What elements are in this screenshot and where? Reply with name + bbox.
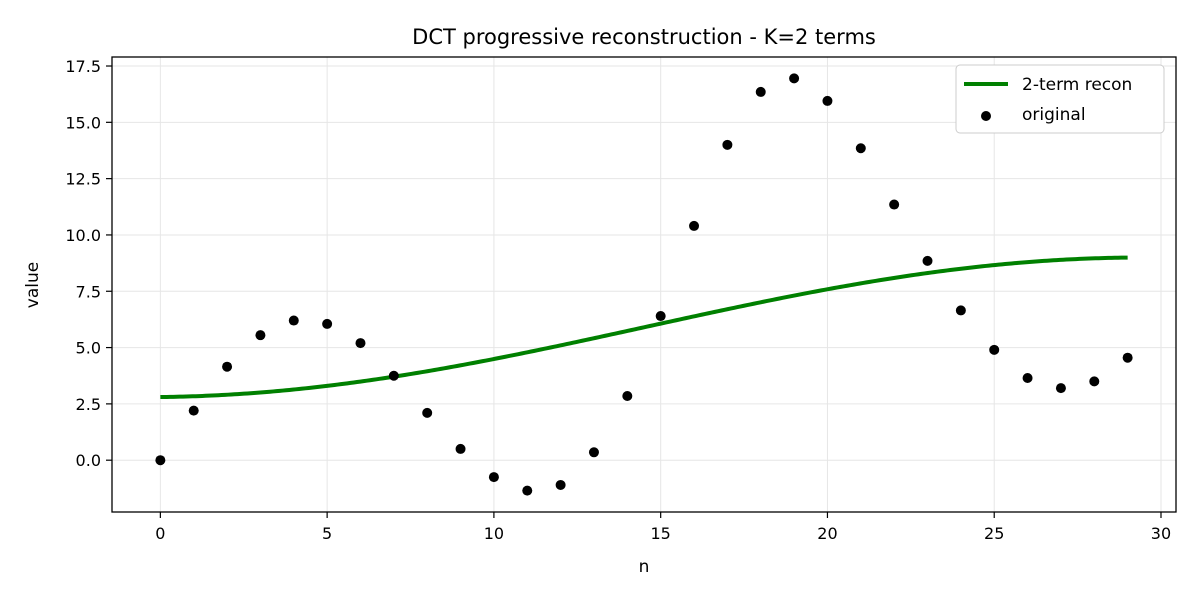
y-tick-label: 5.0 (76, 339, 101, 358)
original-point (789, 73, 800, 84)
original-point (222, 361, 233, 372)
legend-marker-swatch (981, 111, 991, 121)
recon-line (160, 255, 1128, 400)
x-axis-label: n (639, 557, 650, 577)
y-axis: 0.0 2.5 5.0 7.5 10.0 12.5 15.0 17.5 (65, 57, 112, 470)
x-tick-label: 10 (484, 524, 504, 543)
original-point (188, 405, 199, 416)
original-point (889, 199, 900, 210)
original-point (555, 479, 566, 490)
original-point (322, 318, 333, 329)
x-tick-label: 0 (155, 524, 165, 543)
original-point (255, 330, 266, 341)
original-point (155, 455, 166, 466)
y-axis-label: value (23, 262, 43, 308)
original-point (989, 344, 1000, 355)
legend: 2-term recon original (955, 64, 1165, 134)
legend-label-original: original (1022, 105, 1086, 125)
original-point (422, 407, 433, 418)
x-tick-label: 20 (817, 524, 837, 543)
original-point (1055, 383, 1066, 394)
plot-frame (111, 56, 1177, 513)
plot-series (155, 73, 1133, 496)
original-point (455, 443, 466, 454)
original-point (955, 305, 966, 316)
original-point (588, 447, 599, 458)
original-point (355, 338, 366, 349)
original-point (655, 311, 666, 322)
y-tick-label: 12.5 (65, 170, 101, 189)
original-point (855, 143, 866, 154)
original-point (1122, 352, 1133, 363)
original-point (722, 139, 733, 150)
original-point (922, 255, 933, 266)
original-point (622, 390, 633, 401)
x-tick-label: 15 (650, 524, 670, 543)
y-tick-label: 2.5 (76, 395, 101, 414)
x-tick-label: 25 (984, 524, 1004, 543)
original-point (689, 220, 700, 231)
y-tick-label: 15.0 (65, 113, 101, 132)
original-point (1089, 376, 1100, 387)
y-tick-label: 7.5 (76, 282, 101, 301)
x-tick-label: 30 (1151, 524, 1171, 543)
original-point (488, 472, 499, 483)
y-tick-label: 17.5 (65, 57, 101, 76)
x-tick-label: 5 (322, 524, 332, 543)
legend-label-recon: 2-term recon (1022, 75, 1132, 95)
y-tick-label: 10.0 (65, 226, 101, 245)
original-point (388, 370, 399, 381)
x-axis: 0 5 10 15 20 25 30 (155, 512, 1171, 543)
original-point (288, 315, 299, 326)
original-point (755, 86, 766, 97)
chart-title: DCT progressive reconstruction - K=2 ter… (412, 25, 876, 49)
original-point (522, 485, 533, 496)
y-tick-label: 0.0 (76, 451, 101, 470)
original-point (1022, 372, 1033, 383)
original-point (822, 95, 833, 106)
